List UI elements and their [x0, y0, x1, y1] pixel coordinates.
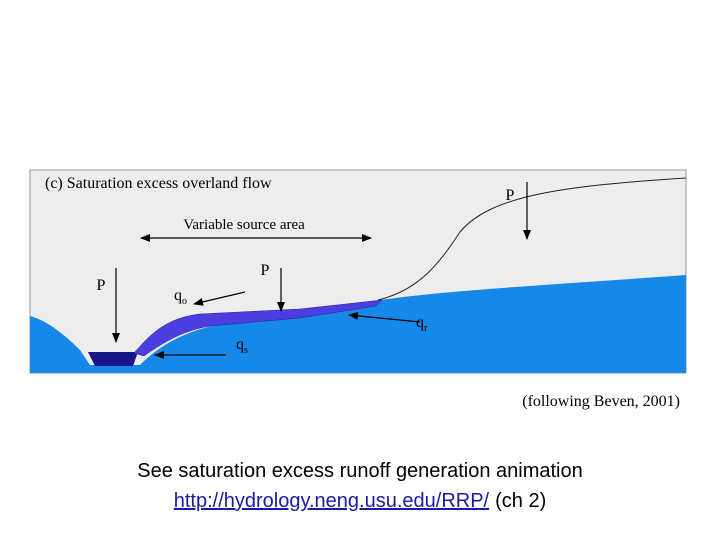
- precip-label: P: [97, 277, 106, 294]
- flow-subscript: r: [424, 323, 428, 334]
- flow-label: qr: [416, 314, 428, 334]
- flow-arrow: [348, 311, 421, 323]
- flow-label: qo: [174, 287, 187, 307]
- caption-line: http://hydrology.neng.usu.edu/RRP/(ch 2): [174, 490, 547, 512]
- link-suffix: (ch 2): [495, 490, 546, 512]
- flow-symbol: q: [416, 314, 424, 331]
- caption-line: See saturation excess runoff generation …: [137, 460, 582, 482]
- flow-label: qs: [236, 336, 248, 356]
- precip-label: P: [261, 262, 270, 279]
- diagram: (c) Saturation excess overland flow Vari…: [29, 169, 687, 374]
- source-area-label: Variable source area: [183, 217, 305, 233]
- hillslope-surface: [377, 177, 687, 301]
- channel: [88, 352, 138, 366]
- flow-symbol: q: [174, 287, 182, 304]
- saturated-zone: [133, 299, 383, 357]
- flow-arrow: [193, 291, 246, 306]
- flow-symbol: q: [236, 336, 244, 353]
- link[interactable]: http://hydrology.neng.usu.edu/RRP/: [174, 490, 490, 512]
- flow-subscript: s: [244, 345, 248, 356]
- diagram-title: (c) Saturation excess overland flow: [45, 175, 272, 192]
- precip-label: P: [506, 187, 515, 204]
- citation: (following Beven, 2001): [522, 393, 680, 410]
- groundwater: [30, 275, 686, 373]
- flow-subscript: o: [182, 296, 187, 307]
